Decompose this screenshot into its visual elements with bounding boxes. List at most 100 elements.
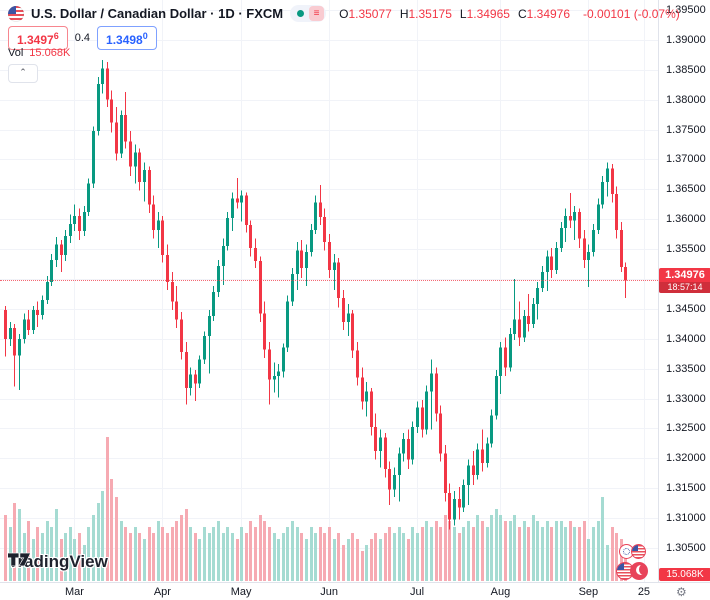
price-axis[interactable]: 1.34976 18:57:14 15.068K 1.39500 1.39000 1… xyxy=(658,0,710,582)
volume-bar xyxy=(587,539,590,581)
candle-body xyxy=(523,316,526,338)
volume-bar xyxy=(370,539,373,581)
candle-body xyxy=(611,168,614,195)
volume-bar xyxy=(416,533,419,581)
candle-body xyxy=(333,262,336,271)
volume-bar xyxy=(69,527,72,581)
event-flag-crescent-icon[interactable] xyxy=(630,562,648,580)
symbol-title[interactable]: U.S. Dollar / Canadian Dollar · 1D · FXC… xyxy=(31,6,284,21)
market-status-pill[interactable]: ≡ xyxy=(290,5,327,22)
volume-bar xyxy=(13,503,16,581)
candle-body xyxy=(291,274,294,302)
notes-badge-icon: ≡ xyxy=(309,6,325,21)
volume-bar xyxy=(555,521,558,581)
volume-bar xyxy=(550,527,553,581)
ohlc-values: O1.35077 H1.35175 L1.34965 C1.34976 xyxy=(339,7,570,21)
candle-body xyxy=(245,195,248,226)
candle-body xyxy=(416,407,419,428)
chart-canvas[interactable]: TradingView xyxy=(0,0,658,582)
time-tick-label: Aug xyxy=(490,586,511,598)
bar-countdown: 18:57:14 xyxy=(659,282,710,293)
volume-bar xyxy=(319,527,322,581)
volume-bar xyxy=(592,527,595,581)
candle-body xyxy=(110,99,113,123)
candle-body xyxy=(148,170,151,205)
volume-bar xyxy=(448,521,451,581)
indicator-name: Vol xyxy=(8,47,24,59)
sell-price-button[interactable]: 1.34976 xyxy=(8,26,68,50)
volume-bar xyxy=(486,527,489,581)
collapse-legend-button[interactable]: ⌃ xyxy=(8,64,38,83)
candle-body xyxy=(217,265,220,293)
tradingview-logo-icon xyxy=(8,552,30,567)
volume-bar xyxy=(421,527,424,581)
candle-body xyxy=(277,371,280,376)
candle-body xyxy=(407,439,410,460)
volume-bar xyxy=(273,533,276,581)
candle-body xyxy=(236,198,239,203)
candle-body xyxy=(208,316,211,336)
candle-body xyxy=(476,449,479,476)
volume-bar xyxy=(388,527,391,581)
candle-body xyxy=(222,246,225,266)
volume-bar xyxy=(573,527,576,581)
candle-body xyxy=(509,333,512,368)
tradingview-logo[interactable]: TradingView xyxy=(8,552,108,572)
candle-body xyxy=(152,204,155,230)
volume-bar xyxy=(87,527,90,581)
candle-body xyxy=(9,328,12,339)
volume-bar xyxy=(78,533,81,581)
volume-bar xyxy=(277,539,280,581)
candle-body xyxy=(564,216,567,229)
volume-bar xyxy=(296,527,299,581)
candle-body xyxy=(578,212,581,239)
candle-body xyxy=(615,194,618,230)
price-tick-label: 1.31500 xyxy=(666,482,706,495)
volume-bar xyxy=(384,533,387,581)
volume-bar xyxy=(120,521,123,581)
volume-bar xyxy=(240,527,243,581)
last-price-label: 1.34976 18:57:14 xyxy=(659,268,710,293)
candle-body xyxy=(430,373,433,392)
candle-body xyxy=(601,182,604,205)
volume-bar xyxy=(504,521,507,581)
candle-body xyxy=(263,313,266,350)
candle-body xyxy=(472,465,475,476)
ohlc-item: H1.35175 xyxy=(399,6,452,21)
gear-icon[interactable]: ⚙ xyxy=(676,585,687,599)
candle-body xyxy=(314,202,317,230)
candle-body xyxy=(569,216,572,221)
candle-body xyxy=(203,335,206,360)
price-tick-label: 1.38000 xyxy=(666,93,706,106)
candle-body xyxy=(60,244,63,256)
buy-price-button[interactable]: 1.34980 xyxy=(97,26,157,50)
volume-bar xyxy=(189,527,192,581)
instrument-logo-icon xyxy=(8,5,24,22)
volume-bar xyxy=(347,539,350,581)
candle-body xyxy=(361,377,364,402)
price-tick-label: 1.36500 xyxy=(666,183,706,196)
candle-body xyxy=(69,224,72,236)
candle-body xyxy=(458,498,461,508)
candle-body xyxy=(259,261,262,314)
volume-bar xyxy=(101,491,104,581)
volume-bar xyxy=(50,527,53,581)
candle-body xyxy=(374,427,377,452)
volume-bar xyxy=(110,479,113,581)
price-tick-label: 1.39000 xyxy=(666,33,706,46)
volume-bar xyxy=(407,539,410,581)
volume-bar xyxy=(398,527,401,581)
candle-body xyxy=(527,316,530,324)
event-flag-eu-icon[interactable] xyxy=(619,544,634,559)
time-axis[interactable]: ⚙ Mar Apr May Jun Jul Aug Sep 25 xyxy=(0,582,710,600)
candle-body xyxy=(171,281,174,302)
volume-bar xyxy=(472,527,475,581)
price-tick-label: 1.32500 xyxy=(666,422,706,435)
event-flag-us-icon[interactable] xyxy=(631,544,646,559)
candle-body xyxy=(226,218,229,247)
candle-body xyxy=(462,485,465,508)
candle-body xyxy=(490,415,493,444)
volume-bar xyxy=(490,515,493,581)
candle-body xyxy=(398,453,401,476)
candlestick-chart[interactable] xyxy=(0,0,658,582)
